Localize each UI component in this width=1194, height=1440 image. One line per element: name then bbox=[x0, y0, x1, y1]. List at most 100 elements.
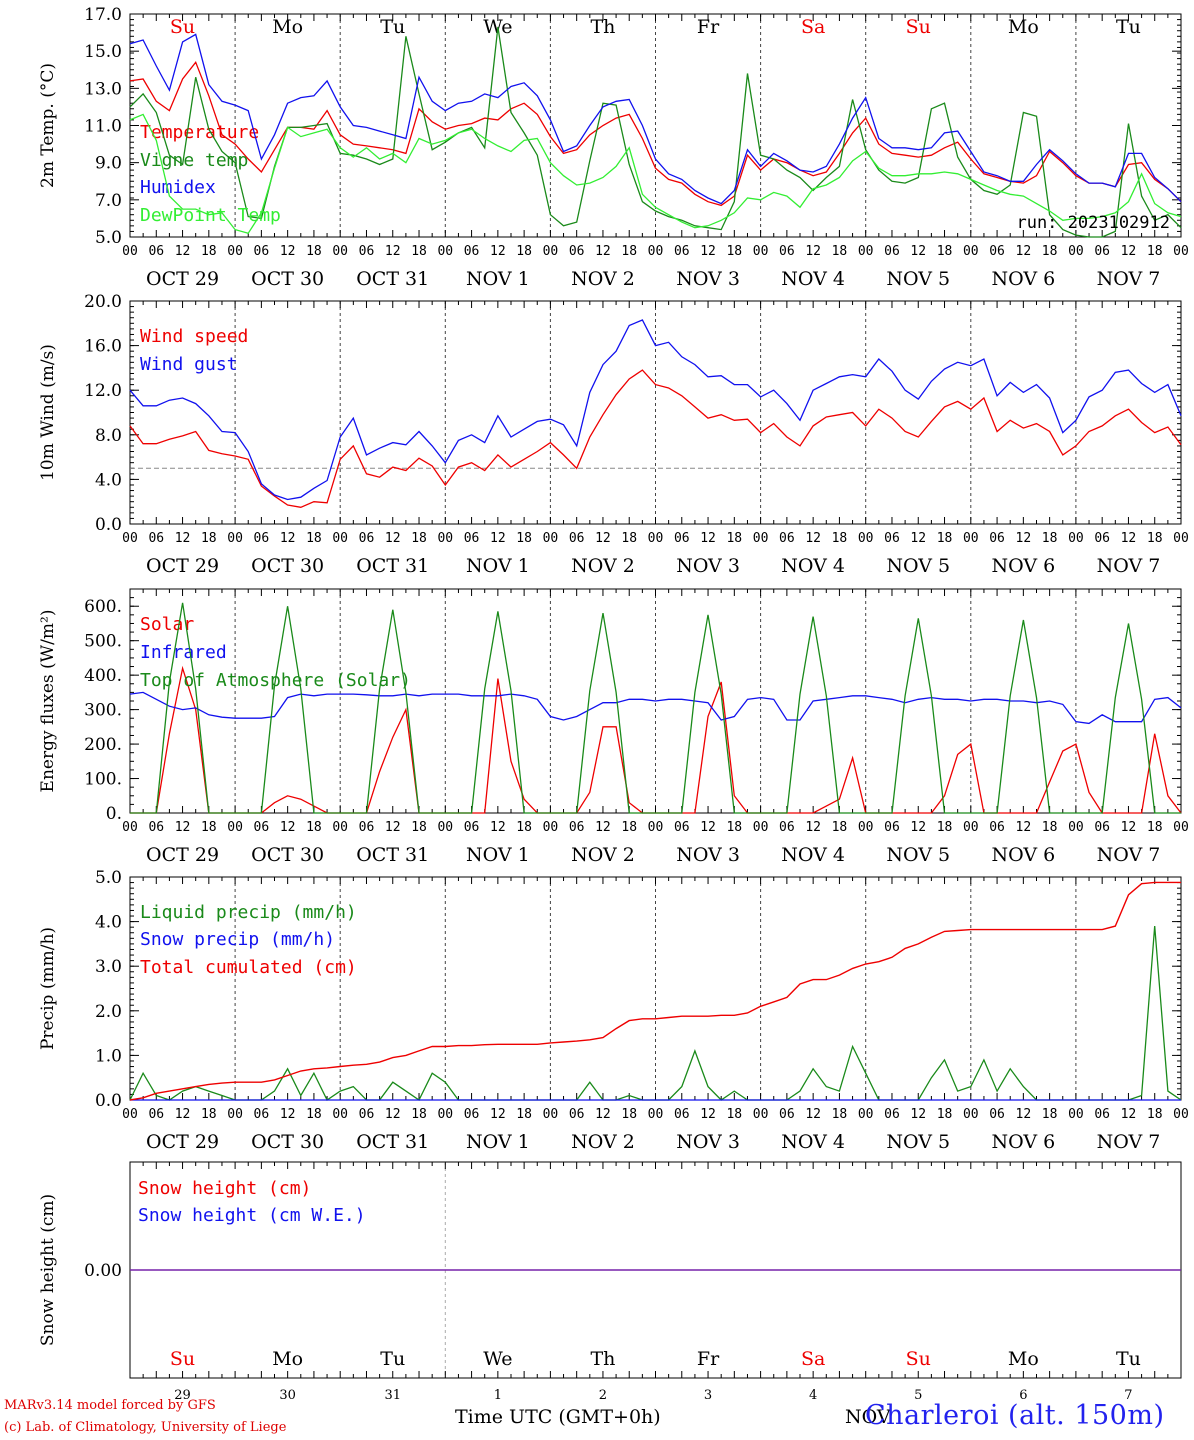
x-axis-label: Time UTC (GMT+0h) bbox=[455, 1406, 661, 1428]
hour-tick-label: 00 bbox=[1068, 531, 1084, 546]
hour-tick-label: 06 bbox=[359, 244, 375, 259]
hour-tick-label: 00 bbox=[227, 820, 243, 835]
series-line bbox=[129, 113, 1182, 235]
hour-tick-label: 06 bbox=[884, 1107, 900, 1122]
hour-tick-label: 06 bbox=[464, 531, 480, 546]
hour-tick-label: 18 bbox=[516, 820, 532, 835]
hour-tick-label: 00 bbox=[332, 531, 348, 546]
hour-tick-label: 06 bbox=[254, 1107, 270, 1122]
hour-tick-label: 18 bbox=[516, 244, 532, 259]
series-line bbox=[130, 602, 1181, 814]
date-label: NOV 7 bbox=[1097, 1131, 1161, 1153]
weekday-label: Mo bbox=[1008, 16, 1039, 38]
hour-tick-label: 00 bbox=[437, 820, 453, 835]
hour-tick-label: 18 bbox=[832, 244, 848, 259]
hour-tick-label: 12 bbox=[490, 1107, 506, 1122]
legend-label: Top of Atmosphere (Solar) bbox=[140, 670, 411, 691]
hour-tick-label: 06 bbox=[674, 820, 690, 835]
y-tick-label: 5.0 bbox=[95, 868, 122, 888]
y-tick-label: 9.0 bbox=[95, 154, 122, 174]
weekday-label: Tu bbox=[1116, 16, 1141, 38]
series-line bbox=[129, 33, 1182, 205]
weekday-label: Mo bbox=[272, 16, 303, 38]
hour-tick-label: 06 bbox=[569, 531, 585, 546]
date-label: NOV 2 bbox=[571, 268, 635, 290]
hour-tick-label: 06 bbox=[359, 1107, 375, 1122]
hour-tick-label: 12 bbox=[280, 244, 296, 259]
y-tick-label: 0.0 bbox=[95, 515, 122, 535]
hour-tick-label: 00 bbox=[963, 1107, 979, 1122]
y-axis-label: Snow height (cm) bbox=[38, 1194, 58, 1346]
hour-tick-label: 18 bbox=[726, 244, 742, 259]
hour-tick-label: 06 bbox=[1094, 820, 1110, 835]
series-line bbox=[129, 26, 1182, 238]
weekday-label: Mo bbox=[1008, 1348, 1039, 1370]
hour-tick-label: 06 bbox=[148, 531, 164, 546]
y-tick-label: 0.00 bbox=[84, 1261, 122, 1281]
hour-tick-label: 18 bbox=[937, 531, 953, 546]
hour-tick-label: 06 bbox=[464, 1107, 480, 1122]
panel-frame bbox=[129, 300, 1182, 525]
y-tick-label: 500. bbox=[84, 632, 122, 652]
hour-tick-label: 06 bbox=[254, 531, 270, 546]
legend-label: Total cumulated (cm) bbox=[140, 957, 357, 978]
hour-tick-label: 06 bbox=[989, 531, 1005, 546]
weekday-label: Fr bbox=[697, 1348, 720, 1370]
hour-tick-label: 12 bbox=[700, 1107, 716, 1122]
hour-tick-label: 00 bbox=[1068, 820, 1084, 835]
hour-tick-label: 12 bbox=[805, 820, 821, 835]
hour-tick-label: 00 bbox=[1068, 1107, 1084, 1122]
hour-tick-label: 12 bbox=[280, 820, 296, 835]
hour-tick-label: 12 bbox=[910, 531, 926, 546]
series-line bbox=[129, 319, 1182, 501]
y-tick-label: 100. bbox=[84, 770, 122, 790]
weekday-label: Tu bbox=[380, 16, 405, 38]
date-label: OCT 31 bbox=[356, 1131, 429, 1153]
hour-tick-label: 18 bbox=[832, 820, 848, 835]
hour-tick-label: 00 bbox=[1068, 244, 1084, 259]
weekday-label: Sa bbox=[801, 16, 825, 38]
hour-tick-label: 06 bbox=[464, 820, 480, 835]
hour-tick-label: 18 bbox=[201, 820, 217, 835]
hour-tick-label: 18 bbox=[516, 531, 532, 546]
date-label: NOV 4 bbox=[781, 268, 845, 290]
day-number-label: 1 bbox=[494, 1388, 502, 1403]
hour-tick-label: 06 bbox=[254, 244, 270, 259]
hour-tick-label: 00 bbox=[858, 531, 874, 546]
y-axis-label: Energy fluxes (W/m²) bbox=[38, 610, 58, 793]
y-tick-label: 1.0 bbox=[95, 1046, 122, 1066]
date-label: NOV 5 bbox=[886, 555, 950, 577]
hour-tick-label: 12 bbox=[1121, 1107, 1137, 1122]
hour-tick-label: 00 bbox=[858, 244, 874, 259]
y-tick-label: 16.0 bbox=[84, 337, 122, 357]
hour-tick-label: 06 bbox=[779, 531, 795, 546]
hour-tick-label: 18 bbox=[726, 1107, 742, 1122]
date-label: OCT 30 bbox=[251, 268, 324, 290]
hour-tick-label: 00 bbox=[437, 1107, 453, 1122]
hour-tick-label: 06 bbox=[1094, 531, 1110, 546]
date-label: NOV 3 bbox=[676, 844, 740, 866]
day-number-label: 30 bbox=[279, 1388, 296, 1403]
date-label: NOV 4 bbox=[781, 844, 845, 866]
date-label: NOV 1 bbox=[466, 844, 530, 866]
hour-tick-label: 12 bbox=[910, 1107, 926, 1122]
weekday-label: Su bbox=[906, 1348, 931, 1370]
legend-label: Snow height (cm W.E.) bbox=[138, 1205, 366, 1226]
hour-tick-label: 12 bbox=[175, 1107, 191, 1122]
hour-tick-label: 06 bbox=[989, 1107, 1005, 1122]
legend-label: Wind speed bbox=[140, 326, 248, 347]
hour-tick-label: 00 bbox=[963, 531, 979, 546]
day-number-label: 4 bbox=[809, 1388, 817, 1403]
series-line bbox=[129, 691, 1182, 725]
hour-tick-label: 18 bbox=[1147, 820, 1163, 835]
hour-tick-label: 00 bbox=[753, 1107, 769, 1122]
hour-tick-label: 18 bbox=[621, 531, 637, 546]
hour-tick-label: 18 bbox=[832, 531, 848, 546]
hour-tick-label: 18 bbox=[306, 1107, 322, 1122]
y-tick-label: 5.0 bbox=[95, 228, 122, 248]
hour-tick-label: 12 bbox=[595, 244, 611, 259]
day-number-label: 31 bbox=[384, 1388, 401, 1403]
date-label: OCT 29 bbox=[146, 1131, 219, 1153]
hour-tick-label: 06 bbox=[569, 244, 585, 259]
hour-tick-label: 06 bbox=[148, 820, 164, 835]
